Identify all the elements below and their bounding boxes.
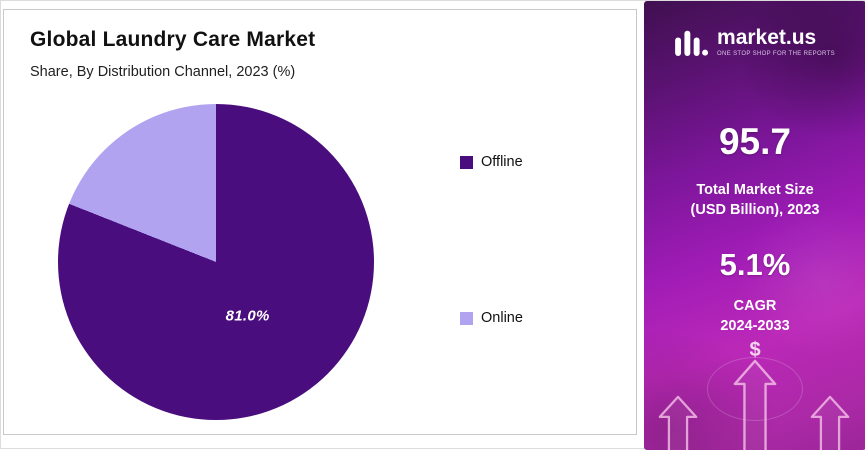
chart-subtitle: Share, By Distribution Channel, 2023 (%) [30, 64, 296, 80]
cagr-label-line2: 2024-2033 [720, 317, 790, 334]
brand-logo: market.us ONE STOP SHOP FOR THE REPORTS [644, 27, 865, 57]
pie-chart: 81.0% [58, 104, 374, 420]
legend-item-online: Online [460, 310, 523, 326]
up-arrow-icon [732, 359, 778, 450]
brand-tagline: ONE STOP SHOP FOR THE REPORTS [717, 51, 835, 57]
cagr-label: CAGR 2024-2033 [644, 297, 865, 336]
legend-label-offline: Offline [481, 154, 523, 170]
chart-title: Global Laundry Care Market [30, 28, 316, 51]
dollar-icon: $ [749, 339, 761, 361]
chart-panel: Global Laundry Care Market Share, By Dis… [3, 9, 637, 435]
pie-slice-label: 81.0% [225, 307, 270, 325]
up-arrow-icon [658, 395, 698, 450]
brand-name: market.us [717, 26, 817, 49]
market-size-label-line2: (USD Billion), 2023 [690, 201, 820, 218]
brand-panel: market.us ONE STOP SHOP FOR THE REPORTS … [644, 1, 865, 450]
cagr-value: 5.1% [719, 247, 791, 282]
up-arrow-icon [810, 395, 850, 450]
market-us-logo-icon [675, 30, 709, 56]
brand-text-block: market.us ONE STOP SHOP FOR THE REPORTS [717, 27, 835, 57]
legend-swatch [460, 311, 473, 325]
legend-item-offline: Offline [460, 154, 523, 170]
legend-label-online: Online [481, 310, 523, 326]
market-size-value: 95.7 [718, 121, 791, 162]
market-size-label: Total Market Size (USD Billion), 2023 [644, 181, 865, 220]
market-size-label-line1: Total Market Size [696, 182, 814, 198]
swirl-decoration [707, 357, 803, 421]
cagr-label-line1: CAGR [733, 298, 777, 314]
legend-swatch [460, 155, 473, 169]
